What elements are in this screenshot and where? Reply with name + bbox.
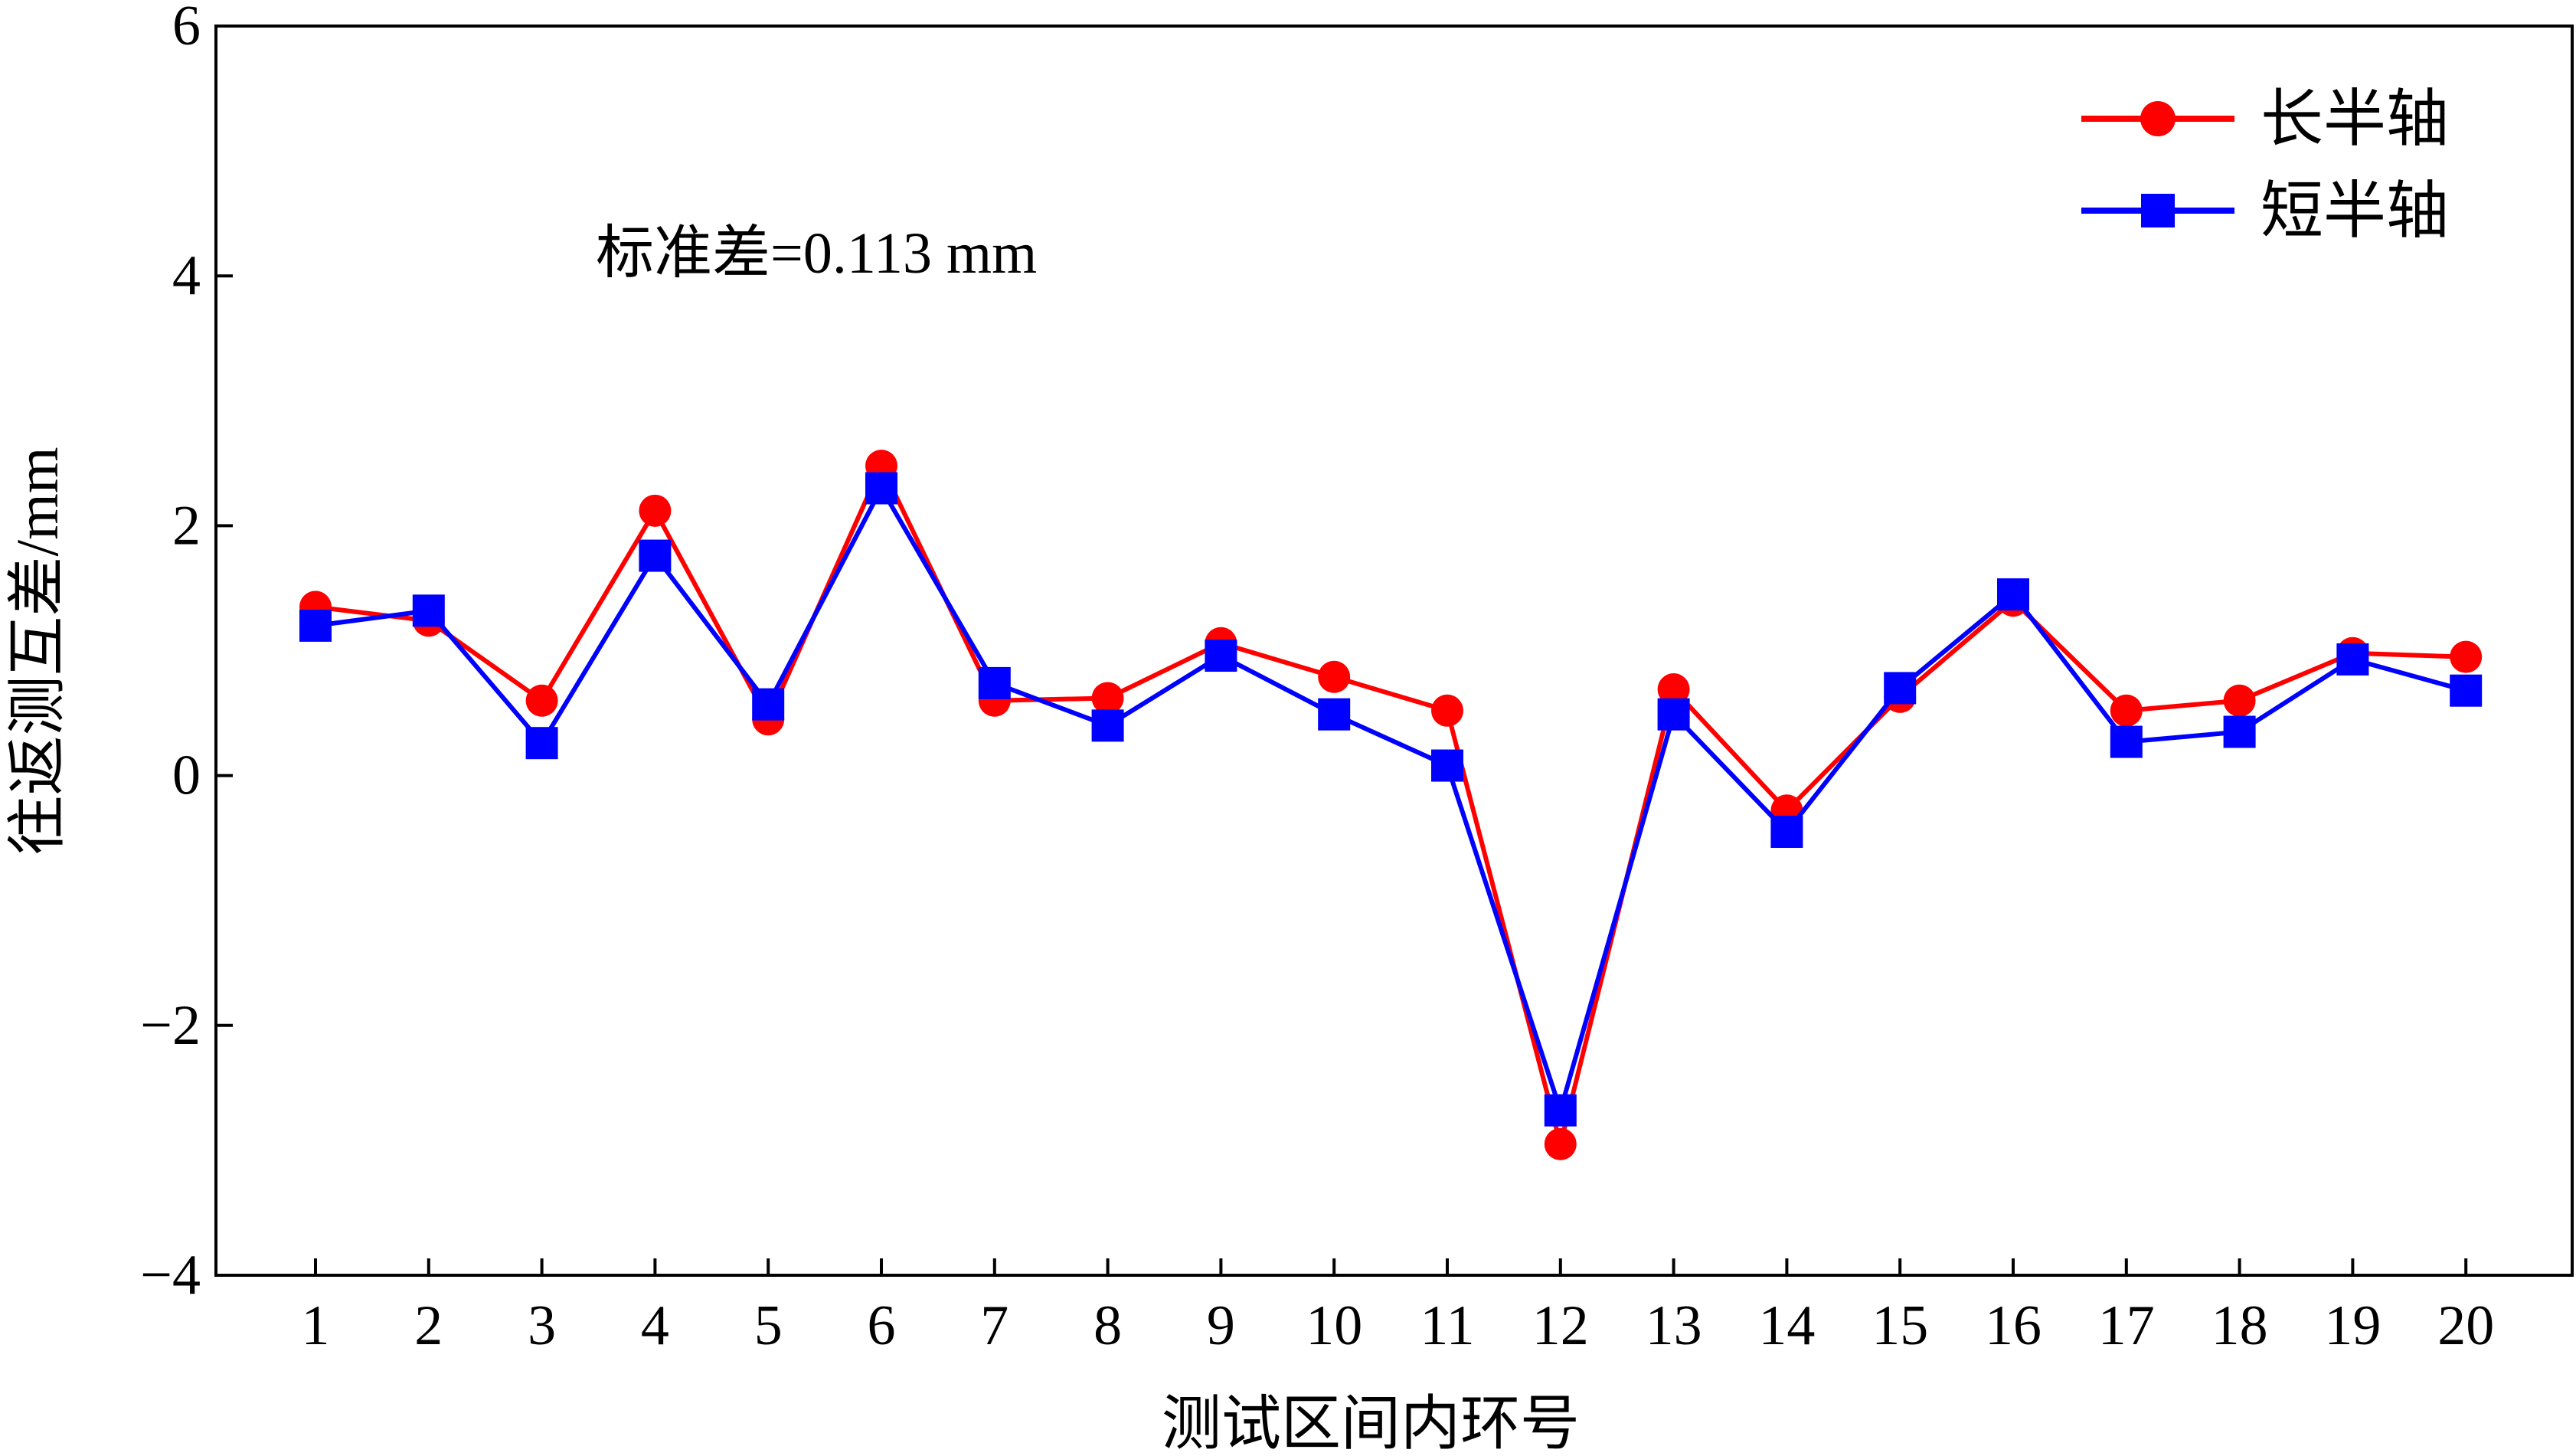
data-point-short-axis (1997, 578, 2029, 611)
series-long-axis (299, 450, 2483, 1160)
x-axis-label: 测试区间内环号 (1162, 1390, 1580, 1456)
x-tick-label: 11 (1420, 1294, 1474, 1357)
x-tick-label: 20 (2437, 1294, 2494, 1357)
legend-label-long-axis: 长半轴 (2261, 84, 2449, 154)
data-point-short-axis (2223, 715, 2256, 748)
series-layer (299, 450, 2483, 1160)
data-point-long-axis (2110, 694, 2143, 727)
y-axis-label: 往返测互差/mm (4, 447, 70, 855)
data-point-short-axis (639, 539, 672, 572)
x-tick-label: 9 (1207, 1294, 1235, 1357)
y-tick-label: 0 (172, 744, 201, 807)
y-tick-label: −2 (140, 994, 201, 1057)
data-point-short-axis (525, 727, 558, 760)
x-tick-label: 13 (1646, 1294, 1702, 1357)
series-short-axis (299, 472, 2483, 1127)
data-point-short-axis (412, 594, 445, 627)
y-tick-label: 6 (172, 0, 201, 57)
std-annotation: 标准差=0.113 mm (596, 221, 1037, 286)
data-point-short-axis (1657, 698, 1690, 731)
data-point-long-axis (1657, 673, 1690, 706)
series-line-short-axis (315, 486, 2466, 1113)
data-point-short-axis (1431, 749, 1463, 782)
data-point-short-axis (1205, 640, 1237, 672)
x-tick-label: 2 (414, 1294, 443, 1357)
data-point-long-axis (2450, 640, 2483, 673)
data-point-long-axis (525, 684, 558, 717)
x-tick-label: 8 (1093, 1294, 1122, 1357)
x-tick-label: 1 (302, 1294, 330, 1357)
data-point-short-axis (1544, 1094, 1577, 1127)
legend-marker-long-axis (2140, 101, 2176, 136)
x-tick-label: 18 (2212, 1294, 2268, 1357)
legend-label-short-axis: 短半轴 (2261, 176, 2449, 246)
x-tick-label: 12 (1532, 1294, 1589, 1357)
data-point-short-axis (2336, 643, 2369, 676)
data-point-short-axis (2110, 725, 2143, 758)
x-tick-label: 15 (1872, 1294, 1928, 1357)
data-point-long-axis (1431, 694, 1463, 727)
x-axis: 1 2 3 4 5 6 7 8 9 10 11 12 13 14 15 16 17 18 19 20 (302, 1258, 2494, 1357)
x-tick-label: 4 (641, 1294, 669, 1357)
y-tick-label: 2 (172, 494, 201, 557)
x-tick-label: 16 (1985, 1294, 2042, 1357)
data-point-long-axis (1318, 660, 1351, 693)
data-point-short-axis (752, 688, 785, 721)
x-tick-label: 19 (2324, 1294, 2381, 1357)
y-axis: −4 −2 0 2 4 6 (140, 0, 233, 1307)
data-point-short-axis (978, 666, 1011, 699)
x-tick-label: 6 (868, 1294, 896, 1357)
y-tick-label: −4 (140, 1244, 201, 1307)
x-tick-label: 5 (754, 1294, 783, 1357)
x-tick-label: 7 (980, 1294, 1008, 1357)
plot-frame (214, 25, 2574, 1277)
data-point-long-axis (639, 494, 672, 527)
data-point-long-axis (1091, 682, 1124, 715)
data-point-short-axis (865, 472, 897, 505)
data-point-short-axis (1770, 815, 1803, 848)
legend-marker-short-axis (2141, 194, 2175, 227)
data-point-short-axis (299, 609, 332, 642)
data-point-short-axis (1091, 709, 1124, 742)
data-point-long-axis (2223, 684, 2256, 717)
data-point-short-axis (1318, 698, 1351, 731)
data-point-short-axis (2450, 674, 2483, 707)
y-tick-label: 4 (172, 244, 201, 307)
series-line-long-axis (315, 463, 2466, 1147)
data-point-short-axis (1884, 672, 1917, 705)
legend: 长半轴 短半轴 (2081, 84, 2449, 246)
x-tick-label: 17 (2098, 1294, 2155, 1357)
x-tick-label: 14 (1758, 1294, 1815, 1357)
x-tick-label: 10 (1306, 1294, 1362, 1357)
x-tick-label: 3 (528, 1294, 556, 1357)
data-point-long-axis (1544, 1127, 1577, 1160)
